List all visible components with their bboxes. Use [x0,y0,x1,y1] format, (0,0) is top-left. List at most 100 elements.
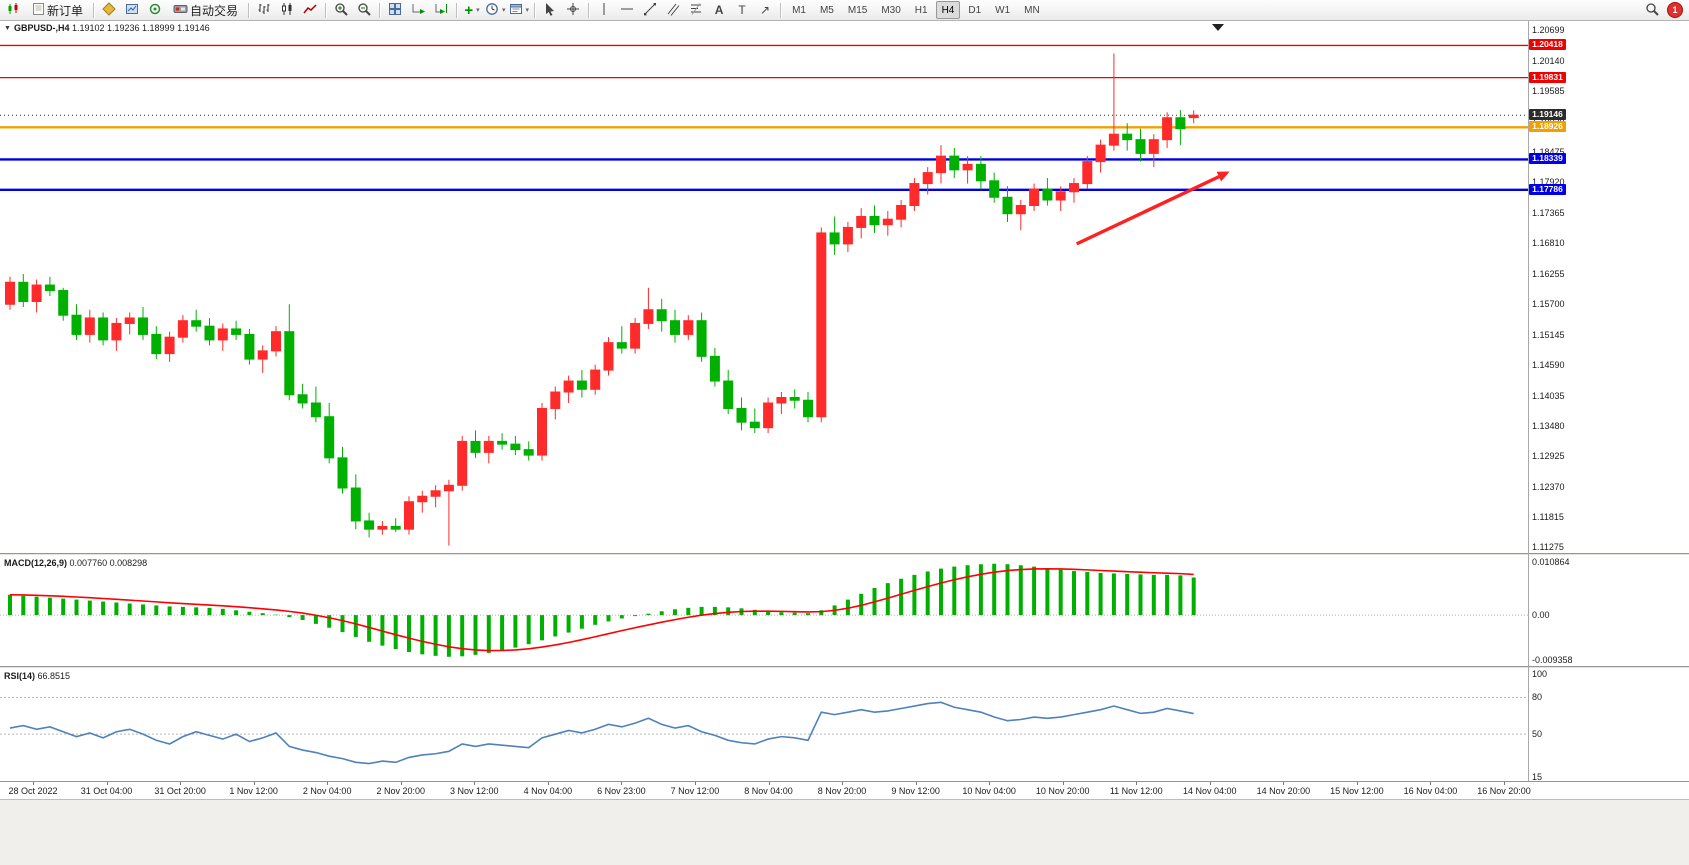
candle [284,304,295,401]
text-label-button[interactable]: T [731,0,753,20]
tile-windows-button[interactable] [384,0,406,20]
timeframe-m5-button[interactable]: M5 [819,4,834,16]
candle [497,433,508,450]
auto-scroll-button[interactable] [407,0,429,20]
candle [643,287,654,329]
horizontal-line-button[interactable] [616,0,638,20]
candle [217,323,228,351]
trendline-button[interactable] [639,0,661,20]
time-label: 7 Nov 12:00 [670,786,720,796]
candle [1148,134,1159,168]
price-axis-border [1528,21,1529,781]
auto-scroll-icon [411,2,426,19]
time-label: 8 Nov 04:00 [744,786,793,796]
candle [523,441,534,461]
symbol-timeframe: GBPUSD-,H4 [13,23,70,33]
search-button[interactable] [1641,0,1663,20]
candle [257,345,268,373]
autotrading-button[interactable]: 自动交易 [167,0,244,20]
vertical-line-button[interactable] [593,0,615,20]
fibonacci-button[interactable] [685,0,707,20]
candle [483,435,494,464]
chart-shift-icon [434,2,449,19]
candle [1188,110,1199,124]
candle [191,309,202,332]
fibonacci-icon [689,2,703,19]
bar-chart-type-button[interactable] [253,0,275,20]
main-chart-plot [0,24,1528,546]
panel-splitter[interactable] [0,666,1689,669]
metaeditor-button[interactable] [98,0,120,20]
metaeditor-icon [102,1,116,19]
text-button[interactable]: A [708,0,730,20]
collapse-panel-icon[interactable]: ▼ [4,25,11,32]
toolbar-separator [780,2,782,18]
candle [377,520,388,535]
templates-button[interactable]: ▾ [508,0,531,20]
new-order-button[interactable]: 新订单 [26,0,89,20]
notification-button[interactable]: 1 [1664,0,1686,20]
timeframe-h1-button[interactable]: H1 [914,4,928,16]
toolbar-separator [248,2,250,18]
time-axis-tick [400,782,402,785]
indicators-button[interactable]: + ▾ [461,0,483,20]
candle [563,375,574,403]
candle [1082,156,1093,190]
templates-icon [509,2,523,19]
timeframe-mn-button[interactable]: MN [1024,4,1040,16]
candle [164,331,175,362]
bar-chart-icon [257,2,271,19]
line-chart-type-button[interactable] [299,0,321,20]
arrows-tool-icon: ↗ [760,3,771,17]
time-axis-tick [989,782,991,785]
panel-splitter[interactable] [0,553,1689,556]
periods-button[interactable]: ▾ [484,0,507,20]
toolbar-separator [93,2,95,18]
macd-signal-line [9,567,1194,652]
macd-plot [0,563,1528,657]
timeframe-h4-button[interactable]: H4 [935,1,961,19]
candle [1015,200,1026,231]
candle [670,309,680,343]
candle [58,287,69,321]
candlestick-type-button[interactable] [276,0,298,20]
strategy-tester-button[interactable] [121,0,143,20]
new-chart-button[interactable] [3,0,25,20]
arrows-button[interactable]: ↗ [754,0,776,20]
candle [550,386,561,420]
timeframe-d1-button[interactable]: D1 [968,4,982,16]
toolbar-separator [588,2,590,18]
timeframe-w1-button[interactable]: W1 [995,4,1011,16]
timeframe-m15-button[interactable]: M15 [847,4,868,16]
clock-icon [485,2,499,19]
time-label: 11 Nov 12:00 [1109,786,1163,796]
market-watch-button[interactable] [144,0,166,20]
zoom-out-button[interactable] [353,0,375,20]
candle [1042,178,1053,206]
timeframe-group: M1 M5 M15 M30 H1 H4 D1 W1 MN [785,1,1047,19]
chart-shift-marker[interactable] [1212,24,1224,31]
candle [816,227,827,423]
candle [856,208,867,239]
candle [922,167,933,195]
candle [138,306,148,340]
crosshair-button[interactable] [562,0,584,20]
cursor-button[interactable] [539,0,561,20]
toolbar-separator [456,2,458,18]
chart-shift-button[interactable] [430,0,452,20]
candle [909,178,920,211]
time-label: 28 Oct 2022 [8,786,58,796]
time-axis-tick [33,782,34,785]
channel-button[interactable] [662,0,684,20]
candle [1055,186,1066,211]
main-chart-panel: ▼ GBPUSD-,H4 1.19102 1.19236 1.18999 1.19… [0,21,1689,553]
time-label: 2 Nov 20:00 [376,786,426,796]
candle [324,402,335,464]
candle [749,408,760,434]
timeframe-m1-button[interactable]: M1 [792,4,806,16]
trend-arrow[interactable] [1075,171,1230,246]
zoom-in-button[interactable] [330,0,352,20]
timeframe-m30-button[interactable]: M30 [881,4,901,16]
time-label: 3 Nov 12:00 [450,786,499,796]
candle [443,479,454,546]
